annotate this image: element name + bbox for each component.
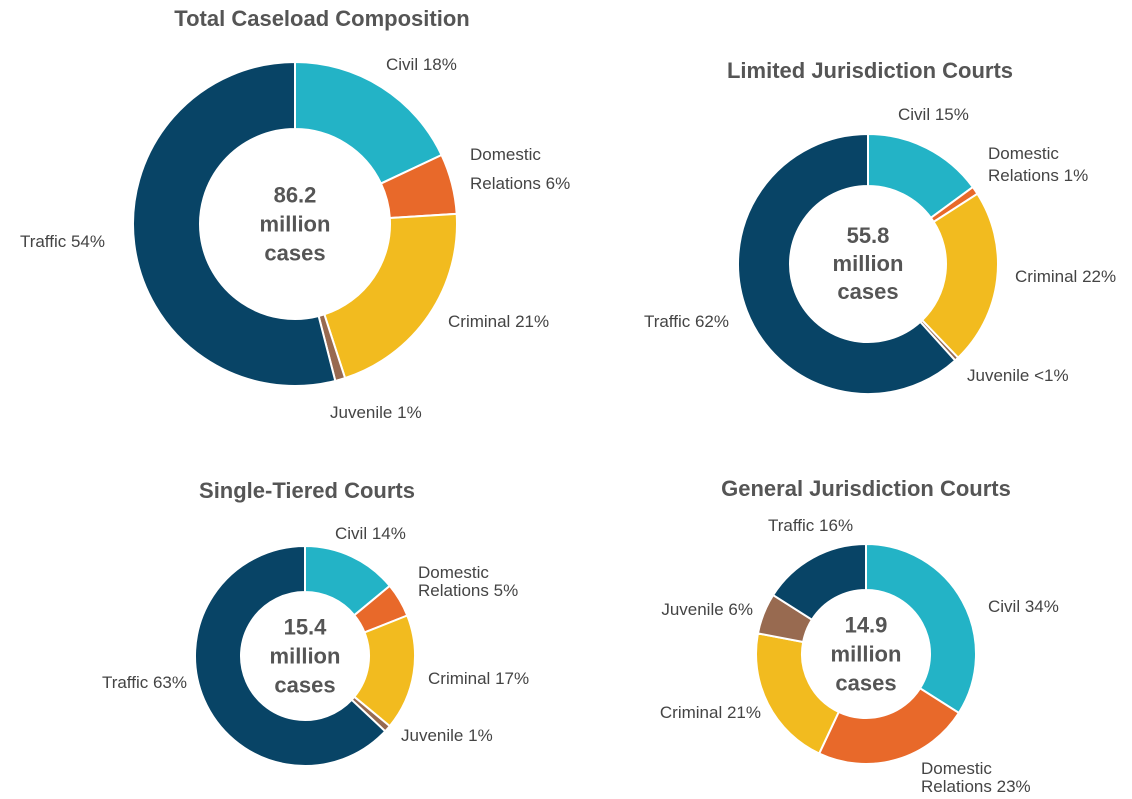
value-label: 14% — [371, 524, 406, 543]
value-label: 22% — [1082, 267, 1117, 286]
value-label: 15% — [934, 105, 969, 124]
category-name: Criminal — [659, 703, 723, 722]
category-name: Juvenile — [661, 600, 724, 619]
slice-label: Civil 18% — [386, 54, 457, 76]
category-name: Juvenile — [967, 366, 1030, 385]
value-label: 34% — [1024, 597, 1059, 616]
slice-label: Domestic Relations 23% — [921, 760, 1051, 796]
slice-label: Criminal 21% — [660, 702, 761, 724]
value-label: 6% — [545, 174, 571, 193]
slice-label: Civil 14% — [335, 523, 406, 545]
value-label: 21% — [726, 703, 761, 722]
category-name: Civil — [335, 524, 368, 543]
value-label: 5% — [493, 581, 519, 600]
value-label: 1% — [1063, 166, 1089, 185]
category-name: Domestic Relations — [470, 145, 541, 193]
donut-slice — [865, 542, 977, 715]
category-name: Traffic — [101, 673, 149, 692]
value-label: 1% — [468, 726, 493, 745]
slice-label: Domestic Relations 6% — [470, 140, 590, 198]
donut-slice — [194, 544, 387, 767]
chart-title: Single-Tiered Courts — [199, 478, 415, 503]
value-label: 62% — [694, 312, 729, 331]
slice-label: Civil 15% — [898, 104, 969, 126]
category-name: Criminal — [448, 312, 511, 331]
chart-title: Total Caseload Composition — [174, 6, 470, 31]
category-name: Civil — [988, 597, 1021, 616]
slice-label: Criminal 17% — [428, 668, 529, 690]
slice-label: Traffic 16% — [768, 515, 853, 537]
center-text: 55.8 million cases — [832, 223, 904, 304]
slice-label: Juvenile <1% — [967, 365, 1069, 387]
chart-title: Limited Jurisdiction Courts — [726, 58, 1014, 83]
slice-label: Juvenile 1% — [401, 725, 493, 747]
value-label: 23% — [996, 777, 1031, 796]
slice-label: Traffic 62% — [644, 311, 729, 333]
category-name: Civil — [898, 105, 931, 124]
donut-slice — [737, 132, 957, 395]
value-label: 63% — [152, 673, 187, 692]
slice-label: Traffic 63% — [102, 672, 187, 694]
category-name: Domestic Relations — [921, 759, 992, 796]
category-name: Domestic Relations — [418, 563, 489, 600]
slice-label: Criminal 22% — [1015, 266, 1116, 288]
donut-slice — [771, 542, 867, 622]
chart-title: General Jurisdiction Courts — [721, 476, 1011, 501]
slice-label: Domestic Relations 5% — [418, 564, 538, 600]
value-label: 16% — [819, 516, 854, 535]
slice-label: Criminal 21% — [448, 311, 549, 333]
slice-label: Juvenile 6% — [661, 599, 753, 621]
category-name: Domestic Relations — [988, 144, 1059, 185]
category-name: Traffic — [19, 232, 67, 251]
center-text: 15.4 million cases — [269, 614, 341, 698]
donut-slice — [323, 212, 458, 380]
category-name: Traffic — [768, 516, 815, 535]
value-label: 18% — [422, 55, 457, 74]
center-text: 14.9 million cases — [830, 612, 902, 696]
value-label: 21% — [515, 312, 550, 331]
category-name: Civil — [386, 55, 419, 74]
value-label: 17% — [495, 669, 530, 688]
category-name: Criminal — [428, 669, 491, 688]
category-name: Traffic — [643, 312, 691, 331]
category-name: Juvenile — [401, 726, 464, 745]
slice-label: Domestic Relations 1% — [988, 143, 1108, 187]
value-label: 54% — [70, 232, 105, 251]
category-name: Criminal — [1015, 267, 1078, 286]
donut-slice — [817, 686, 961, 765]
slice-label: Traffic 54% — [20, 231, 105, 253]
category-name: Juvenile — [330, 403, 393, 422]
slice-label: Juvenile 1% — [330, 402, 422, 424]
center-text: 86.2 million cases — [259, 182, 331, 266]
value-label: 1% — [397, 403, 422, 422]
value-label: 6% — [728, 600, 753, 619]
donut-slice — [132, 60, 337, 387]
value-label: <1% — [1034, 366, 1069, 385]
slice-label: Civil 34% — [988, 596, 1059, 618]
